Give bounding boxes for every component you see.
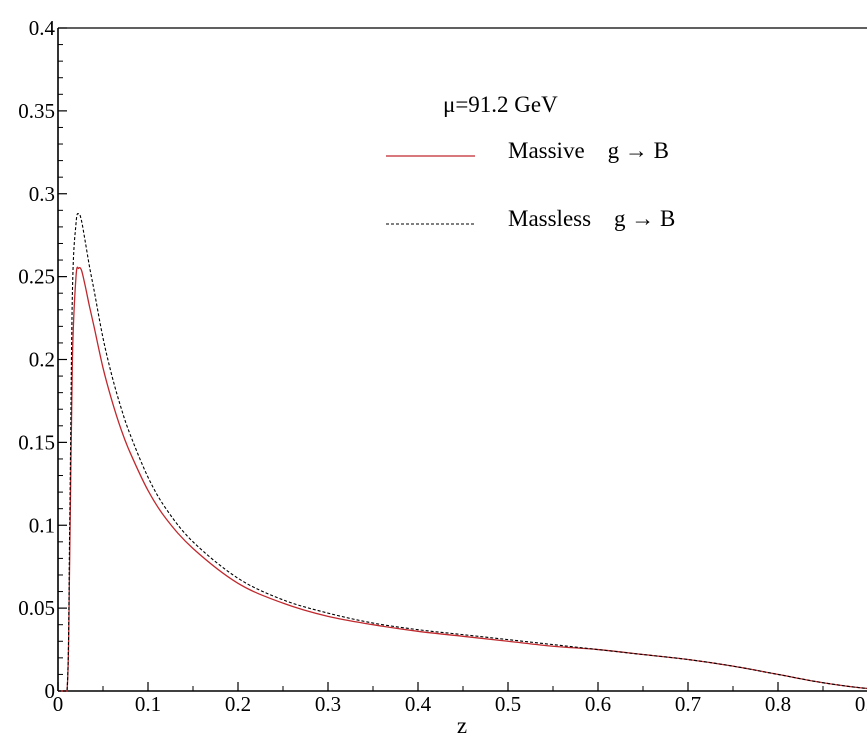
y-tick-label: 0.25 <box>18 265 55 289</box>
x-tick-label: 0 <box>53 692 64 716</box>
x-axis-ticks: 0 0.1 0.2 0.3 0.4 0.5 0.6 0.7 0.8 0.9 <box>53 682 867 716</box>
y-axis-ticks: 0 0.05 0.1 0.15 0.2 0.25 0.3 0.35 0.4 <box>18 16 67 703</box>
y-tick-label: 0.1 <box>29 513 55 537</box>
y-tick-label: 0.15 <box>18 430 55 454</box>
scale-annotation: μ=91.2 GeV <box>443 92 558 117</box>
legend: μ=91.2 GeV Massive g → B Massless g → B <box>386 92 675 231</box>
series-line-massive <box>58 266 867 692</box>
x-tick-label: 0.4 <box>405 692 432 716</box>
x-tick-label: 0.6 <box>585 692 611 716</box>
y-tick-label: 0.35 <box>18 99 55 123</box>
x-tick-label: 0.3 <box>315 692 341 716</box>
x-tick-label: 0.5 <box>495 692 521 716</box>
legend-label-massless: Massless g → B <box>508 206 675 231</box>
y-tick-label: 0.4 <box>29 16 56 40</box>
x-tick-label: 0.1 <box>135 692 161 716</box>
series-layer <box>58 212 867 692</box>
x-axis-title: z <box>457 713 467 738</box>
y-tick-label: 0.05 <box>18 596 55 620</box>
x-tick-label: 0.2 <box>225 692 251 716</box>
y-tick-label: 0 <box>45 679 56 703</box>
x-tick-label: 0.9 <box>855 692 867 716</box>
y-tick-label: 0.2 <box>29 348 55 372</box>
y-tick-label: 0.3 <box>29 182 55 206</box>
x-tick-label: 0.8 <box>765 692 791 716</box>
x-tick-label: 0.7 <box>675 692 701 716</box>
legend-label-massive: Massive g → B <box>508 138 669 163</box>
